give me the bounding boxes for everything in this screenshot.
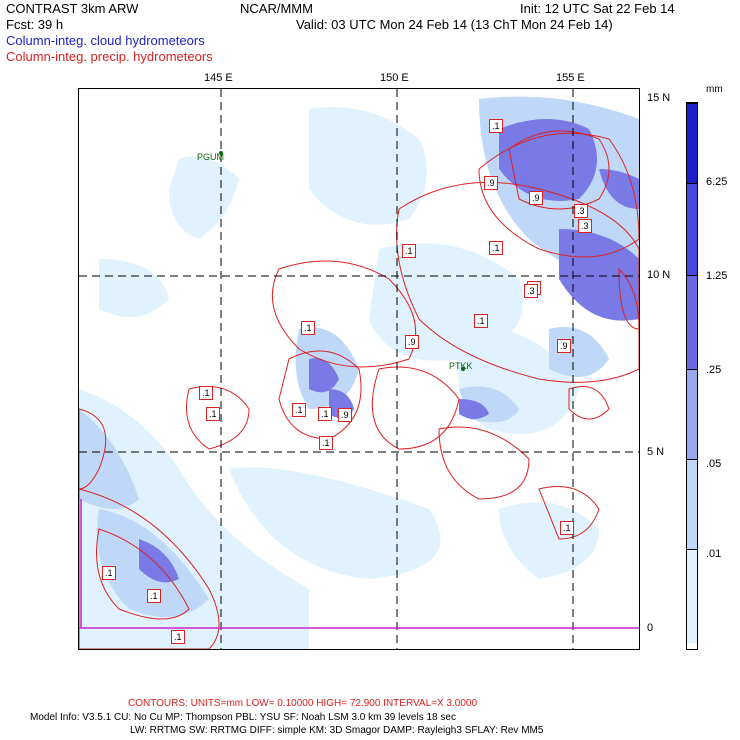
- contour-label: .1: [301, 321, 315, 335]
- contour-label: .9: [405, 335, 419, 349]
- model-title: CONTRAST 3km ARW: [6, 1, 139, 16]
- contour-label: .1: [171, 630, 185, 644]
- contour-label: .1: [292, 403, 306, 417]
- station-ptkk: PTKK: [449, 361, 473, 371]
- contour-label: .1: [489, 119, 503, 133]
- latlon-grid: [79, 89, 639, 649]
- map-panel: PGUM PTKK .1 .1 .9 .9 .3 .9 .3 .1 .3 .1 .9 .9 .1 .1 .1…: [78, 88, 640, 650]
- contour-label: .9: [557, 339, 571, 353]
- station-marker-pgum: [219, 151, 223, 155]
- footer-model-info-1: Model Info: V3.5.1 CU: No Cu MP: Thompso…: [30, 712, 456, 723]
- lat-label-0: 0: [647, 622, 654, 634]
- colorbar-seg-5: [687, 183, 697, 275]
- init-time: Init: 12 UTC Sat 22 Feb 14: [520, 1, 675, 16]
- contour-label: .3: [524, 284, 538, 298]
- contour-label: .1: [489, 241, 503, 255]
- contour-label: .1: [318, 407, 332, 421]
- colorbar: [686, 102, 698, 650]
- lon-label-145: 145 E: [204, 72, 233, 84]
- field-precip-title: Column-integ. precip. hydrometeors: [6, 49, 213, 64]
- colorbar-unit: mm: [706, 84, 723, 95]
- lon-label-150: 150 E: [380, 72, 409, 84]
- colorbar-seg-1: [687, 549, 697, 643]
- contour-label: .1: [199, 386, 213, 400]
- contour-label: .9: [338, 408, 352, 422]
- lat-label-5n: 5 N: [647, 446, 665, 458]
- contour-label: .1: [206, 407, 220, 421]
- contour-label: .9: [529, 191, 543, 205]
- lat-label-10n: 10 N: [647, 269, 671, 281]
- field-cloud-title: Column-integ. cloud hydrometeors: [6, 33, 205, 48]
- contour-label: .3: [578, 219, 592, 233]
- valid-time: Valid: 03 UTC Mon 24 Feb 14 (13 ChT Mon …: [296, 17, 613, 32]
- colorbar-seg-2: [687, 459, 697, 549]
- colorbar-label-2: .25: [706, 364, 722, 376]
- contour-label: .1: [474, 314, 488, 328]
- lat-label-15n: 15 N: [647, 92, 671, 104]
- colorbar-label-4: 6.25: [706, 176, 728, 188]
- contour-label: .1: [402, 244, 416, 258]
- contour-label: .1: [319, 436, 333, 450]
- station-pgum: PGUM: [197, 152, 224, 162]
- contour-label: .1: [147, 589, 161, 603]
- center-label: NCAR/MMM: [240, 1, 313, 16]
- station-marker-ptkk: [461, 367, 465, 371]
- precip-contours: [79, 130, 639, 649]
- colorbar-seg-3: [687, 369, 697, 459]
- colorbar-seg-6: [687, 103, 697, 183]
- map-field: [79, 89, 639, 649]
- contour-label: .1: [102, 566, 116, 580]
- contour-label: .1: [560, 521, 574, 535]
- footer-contours: CONTOURS: UNITS=mm LOW= 0.10000 HIGH= 72…: [128, 698, 478, 709]
- forecast-hour: Fcst: 39 h: [6, 17, 64, 32]
- footer-model-info-2: LW: RRTMG SW: RRTMG DIFF: simple KM: 3D …: [130, 725, 544, 736]
- contour-label: .9: [484, 176, 498, 190]
- lon-label-155: 155 E: [556, 72, 585, 84]
- colorbar-label-0: .01: [706, 548, 722, 560]
- colorbar-seg-4: [687, 275, 697, 369]
- contour-label: .3: [574, 204, 588, 218]
- colorbar-label-3: 1.25: [706, 270, 728, 282]
- colorbar-label-1: .05: [706, 458, 722, 470]
